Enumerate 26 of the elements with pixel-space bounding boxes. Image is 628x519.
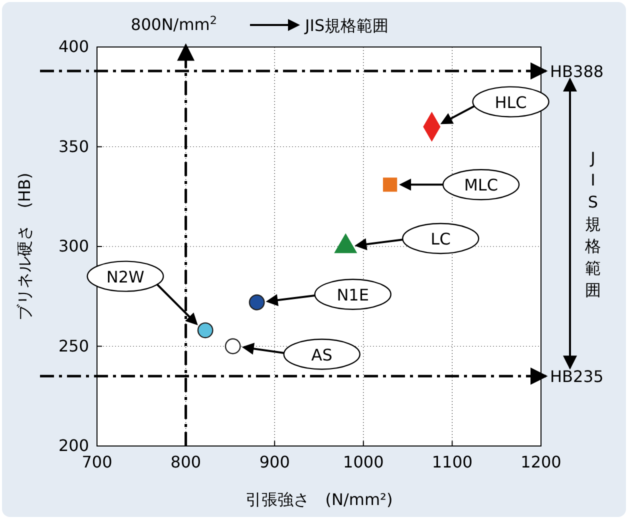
x-tick-label: 1200 — [520, 452, 562, 472]
y-axis-title: ブリネル硬さ (HB) — [15, 172, 34, 320]
ref-line-label: HB235 — [550, 367, 604, 386]
point — [382, 178, 398, 192]
x-tick-label: 900 — [259, 452, 290, 472]
x-tick-label: 1100 — [432, 452, 473, 472]
point — [248, 294, 265, 310]
ref-line-label: 800N/mm$^{2}$ — [130, 14, 218, 34]
x-axis-title: 引張強さ (N/mm²) — [245, 490, 393, 509]
y-tick-label: 350 — [58, 136, 89, 156]
text: JIS規格範囲 — [584, 148, 601, 300]
ref-line-label: HB388 — [550, 62, 604, 81]
y-tick-label: 400 — [58, 37, 89, 56]
annotation: MLC — [464, 176, 498, 195]
annotation: LC — [430, 230, 451, 248]
point — [224, 338, 241, 354]
annotation: HLC — [494, 92, 527, 112]
point — [197, 322, 214, 338]
annotation: N2W — [106, 267, 144, 286]
y-tick-label: 250 — [58, 336, 89, 356]
text: JIS規格範囲 — [304, 16, 389, 35]
x-tick-label: 1000 — [343, 452, 384, 472]
annotation: N1E — [336, 285, 369, 304]
y-tick-label: 300 — [58, 236, 89, 256]
annotation: AS — [311, 345, 332, 364]
x-tick-label: 800 — [170, 452, 202, 472]
